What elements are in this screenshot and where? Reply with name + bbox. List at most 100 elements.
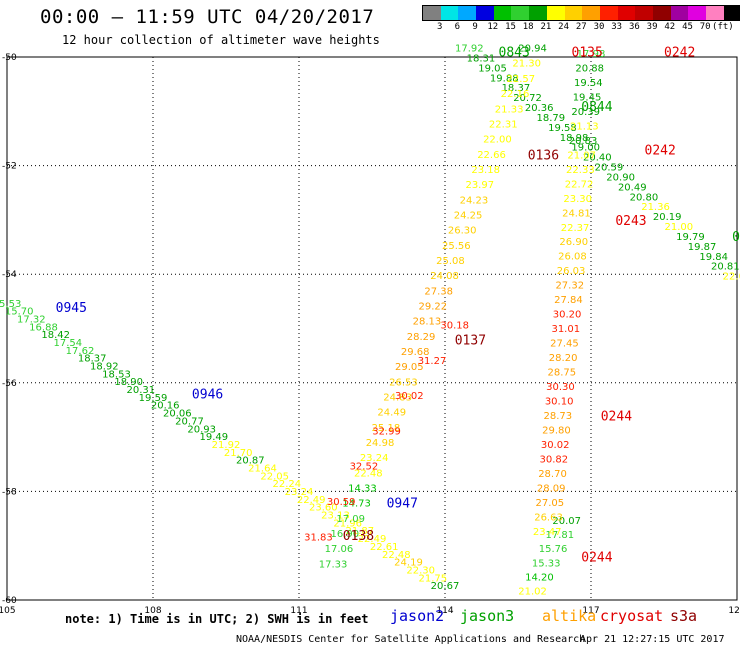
swh-value-label: 22.00	[483, 135, 512, 146]
wave-height-colorbar	[422, 5, 740, 21]
swh-value-label: 14.33	[348, 484, 377, 495]
swh-value-label: 23.13	[321, 511, 350, 522]
colorbar-cell	[458, 6, 477, 20]
x-tick-label: 114	[436, 606, 453, 616]
swh-value-label: 21.96	[333, 518, 362, 529]
swh-value-label: 19.00	[571, 143, 600, 154]
swh-value-label: 19.45	[573, 92, 602, 103]
legend-cryosat: cryosat	[600, 607, 664, 625]
swh-value-label: 20.88	[575, 63, 604, 74]
colorbar-cell	[529, 6, 547, 20]
colorbar-cell	[440, 6, 459, 20]
swh-value-label: 19.84	[699, 252, 728, 263]
swh-value-label: 24.81	[562, 208, 591, 219]
swh-value-label: 22.48	[382, 550, 411, 561]
swh-value-label: 19.59	[139, 393, 168, 404]
generation-timestamp: Apr 21 12:27:15 UTC 2017	[580, 634, 725, 645]
colorbar-cell	[546, 6, 565, 20]
swh-value-label: 30.59	[327, 497, 356, 508]
pass-time-label: 0945	[56, 301, 87, 316]
pass-time-label: 0946	[192, 388, 223, 403]
swh-value-label: 23.97	[465, 180, 494, 191]
swh-value-label: 20.06	[163, 409, 192, 420]
swh-value-label: 21.64	[248, 463, 277, 474]
swh-value-label: 19.88	[490, 73, 519, 84]
colorbar-tick-label: 39	[646, 22, 658, 32]
y-tick-label: -58	[2, 487, 17, 497]
swh-value-label: 24.49	[377, 408, 406, 419]
swh-value-label: 21.02	[518, 587, 547, 598]
colorbar-cell	[564, 6, 583, 20]
colorbar-cell	[493, 6, 512, 20]
colorbar-ticks: 3 6 9 12 15 18 21 24 27 30 33 36 39 42 45 70 (ft)	[422, 22, 740, 34]
swh-value-label: 31.27	[418, 356, 447, 367]
y-tick-label: -54	[2, 270, 17, 280]
swh-value-label: 20.90	[606, 172, 635, 183]
swh-value-label: 27.38	[424, 286, 453, 297]
swh-value-label: 24.08	[430, 271, 459, 282]
swh-value-label: 17.33	[319, 559, 348, 570]
colorbar-cell	[511, 6, 530, 20]
swh-value-label: 20.81	[711, 262, 740, 273]
swh-value-label: 28.13	[413, 317, 442, 328]
swh-value-label: 22.16	[501, 89, 530, 100]
swh-value-label: 21.87	[346, 526, 375, 537]
swh-value-label: 22.05	[260, 471, 289, 482]
swh-value-label: 22.30	[406, 565, 435, 576]
colorbar-cell	[582, 6, 600, 20]
swh-value-label: 18.42	[41, 330, 70, 341]
pass-time-label: 0244	[601, 409, 632, 424]
swh-value-label: 32.99	[372, 426, 401, 437]
swh-value-label: 23.30	[563, 194, 592, 205]
swh-value-label: 23.60	[309, 503, 338, 514]
swh-value-label: 20.36	[525, 103, 554, 114]
swh-value-label: 19.49	[200, 432, 229, 443]
colorbar-tick-label: 18	[522, 22, 534, 32]
x-tick-label: 117	[582, 606, 599, 616]
swh-value-label: 18.37	[78, 354, 107, 365]
colorbar-cell	[670, 6, 689, 20]
pass-time-label: 0947	[387, 496, 418, 511]
swh-value-label: 22.61	[370, 542, 399, 553]
colorbar-tick-label: 12	[487, 22, 499, 32]
swh-value-label: 23.24	[360, 453, 389, 464]
swh-value-label: 20.80	[630, 192, 659, 203]
swh-value-label: 17.98	[577, 49, 606, 60]
pass-time-label: 0137	[455, 333, 486, 348]
colorbar-tick-label: 27	[575, 22, 587, 32]
map-title: 00:00 — 11:59 UTC 04/20/2017	[40, 6, 375, 28]
swh-value-label: 25.08	[436, 256, 465, 267]
swh-value-label: 29.22	[419, 301, 448, 312]
colorbar-tick-label: (ft)	[712, 22, 734, 32]
swh-value-label: 31.01	[551, 324, 580, 335]
swh-value-label: 17.81	[546, 530, 575, 541]
swh-value-label: 14.20	[525, 572, 554, 583]
swh-value-label: 18.31	[467, 53, 496, 64]
colorbar-tick-label: 6	[454, 22, 461, 32]
swh-value-label: 17.92	[455, 44, 484, 55]
swh-value-label: 20.39	[571, 107, 600, 118]
swh-value-label: 21.70	[224, 448, 253, 459]
colorbar-cell	[599, 6, 618, 20]
swh-value-label: 21.13	[570, 121, 599, 132]
x-tick-label: 105	[0, 606, 16, 616]
swh-value-label: 26.08	[558, 252, 587, 263]
x-tick-label: 120	[728, 606, 740, 616]
swh-value-label: 15.53	[0, 299, 21, 310]
x-tick-label: 108	[144, 606, 161, 616]
swh-value-label: 20.87	[236, 456, 265, 467]
swh-value-label: 21.75	[419, 573, 448, 584]
swh-value-label: 18.98	[560, 133, 589, 144]
pass-time-label: 0243	[615, 214, 646, 229]
colorbar-cell	[706, 6, 724, 20]
swh-value-label: 18.90	[114, 377, 143, 388]
swh-value-label: 26.03	[557, 266, 586, 277]
swh-value-label: 29.68	[401, 347, 430, 358]
swh-value-label: 15.33	[532, 558, 561, 569]
colorbar-tick-label: 70	[699, 22, 711, 32]
footer-note: note: 1) Time is in UTC; 2) SWH is in fe…	[65, 612, 369, 626]
colorbar-cell	[423, 6, 441, 20]
credit-line: NOAA/NESDIS Center for Satellite Applica…	[236, 634, 586, 645]
pass-time-label: 0135	[572, 46, 603, 61]
colorbar-tick-label: 33	[611, 22, 623, 32]
